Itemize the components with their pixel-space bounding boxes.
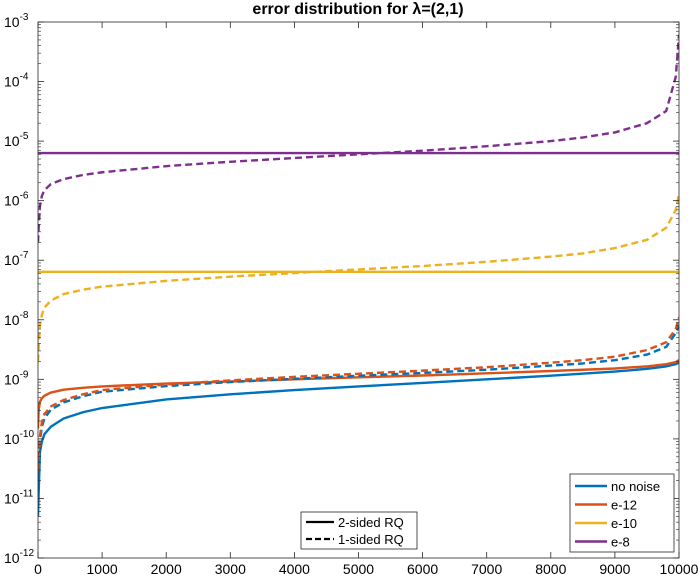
series-line-e-8-dashed (38, 35, 679, 243)
legend-noise-label: e-8 (611, 535, 630, 550)
legend-noise-label: e-12 (611, 498, 637, 513)
y-tick-label: 10-7 (4, 250, 29, 268)
x-tick-label: 0 (34, 561, 42, 577)
chart-title: error distribution for λ=(2,1) (252, 1, 463, 18)
x-tick-label: 1000 (87, 561, 118, 577)
plot-area (38, 35, 679, 517)
x-tick-label: 2000 (151, 561, 182, 577)
series-line-no-noise-dashed (38, 325, 679, 481)
x-tick-label: 4000 (279, 561, 310, 577)
y-tick-label: 10-12 (4, 548, 34, 566)
series-line-e-10-dashed (38, 193, 679, 362)
y-tick-label: 10-9 (4, 369, 29, 387)
legend-rq-label: 1-sided RQ (338, 532, 404, 547)
x-tick-label: 6000 (407, 561, 438, 577)
y-tick-label: 10-11 (4, 488, 34, 506)
legend-noise-label: e-10 (611, 516, 637, 531)
legend-noise: no noise e-12 e-10 e-8 (569, 473, 675, 553)
legend-rq-label: 2-sided RQ (338, 515, 404, 530)
x-tick-label: 9000 (599, 561, 630, 577)
x-tick-label: 7000 (471, 561, 502, 577)
series-line-e-12-dashed (38, 316, 679, 471)
y-tick-label: 10-4 (4, 72, 29, 90)
y-tick-label: 10-10 (4, 429, 34, 447)
y-tick-label: 10-5 (4, 131, 29, 149)
legend-noise-label: no noise (611, 479, 660, 494)
series-line-e-12-solid (38, 359, 679, 429)
x-tick-label: 3000 (215, 561, 246, 577)
x-tick-label: 5000 (343, 561, 374, 577)
x-tick-label: 8000 (535, 561, 566, 577)
y-tick-label: 10-8 (4, 310, 29, 328)
legend-rq-type: 2-sided RQ 1-sided RQ (300, 511, 418, 550)
legend-rq-box (300, 511, 418, 550)
x-tick-label: 10000 (660, 561, 698, 577)
axes: 0 1000 2000 3000 4000 5000 6000 7000 8000 9000 100… (4, 12, 698, 577)
y-tick-label: 10-3 (4, 12, 29, 30)
y-tick-label: 10-6 (4, 191, 29, 209)
